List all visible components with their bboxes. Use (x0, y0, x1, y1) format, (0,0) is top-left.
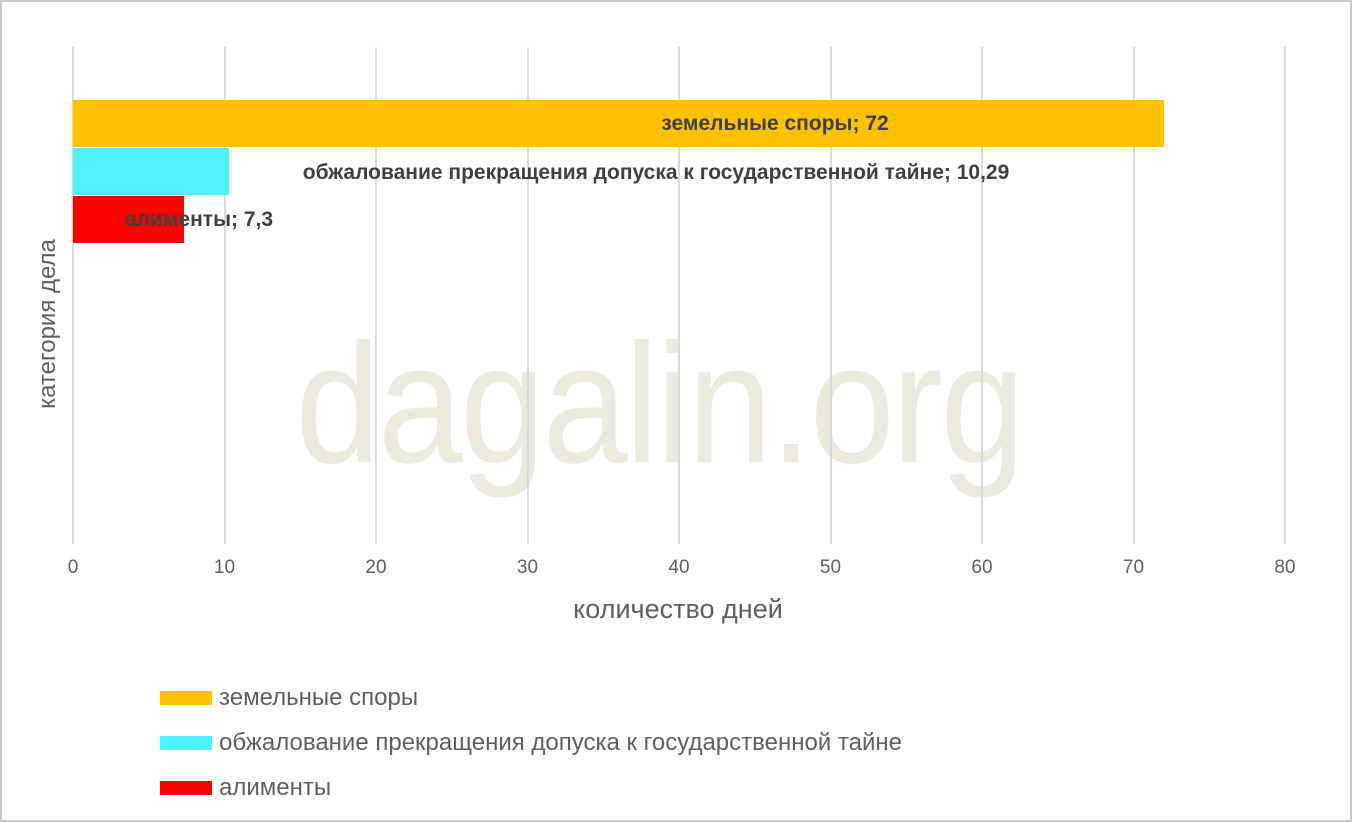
bar-data-label: алименты; 7,3 (124, 208, 274, 231)
gridline (829, 47, 832, 544)
gridline (72, 47, 74, 544)
gridline (981, 47, 983, 544)
bar-data-label: обжалование прекращения допуска к госуда… (302, 161, 1010, 184)
x-tick-label: 60 (971, 557, 993, 578)
x-tick-label: 40 (668, 557, 690, 578)
legend-label: земельные споры (219, 684, 419, 711)
legend-item: обжалование прекращения допуска к госуда… (160, 729, 902, 757)
legend-label: обжалование прекращения допуска к госуда… (219, 729, 902, 756)
x-tick-label: 70 (1122, 557, 1145, 578)
bar (73, 100, 1164, 147)
gridline (1284, 47, 1286, 544)
watermark-text: dagalin.org (295, 309, 1025, 500)
gridline (223, 47, 226, 544)
gridline (678, 47, 680, 544)
legend-item: земельные споры (160, 684, 418, 712)
legend-item: алименты (160, 774, 331, 802)
y-axis-title: категория дела (34, 239, 61, 409)
x-tick-label: 50 (819, 557, 842, 578)
legend-swatch (160, 736, 212, 750)
x-tick-label: 30 (516, 557, 539, 578)
gridline (526, 47, 529, 544)
bar (73, 196, 184, 243)
legend-label: алименты (219, 774, 332, 801)
x-axis-title: количество дней (573, 594, 783, 624)
bar (73, 148, 229, 195)
bar-data-label: земельные споры; 72 (661, 112, 889, 135)
legend-swatch (160, 691, 212, 705)
x-tick-label: 10 (213, 557, 236, 578)
x-tick-label: 80 (1274, 557, 1296, 578)
gridline (375, 47, 377, 544)
gridline (1132, 47, 1135, 544)
x-tick-label: 0 (67, 557, 79, 578)
legend-swatch (160, 781, 212, 795)
x-tick-label: 20 (365, 557, 387, 578)
